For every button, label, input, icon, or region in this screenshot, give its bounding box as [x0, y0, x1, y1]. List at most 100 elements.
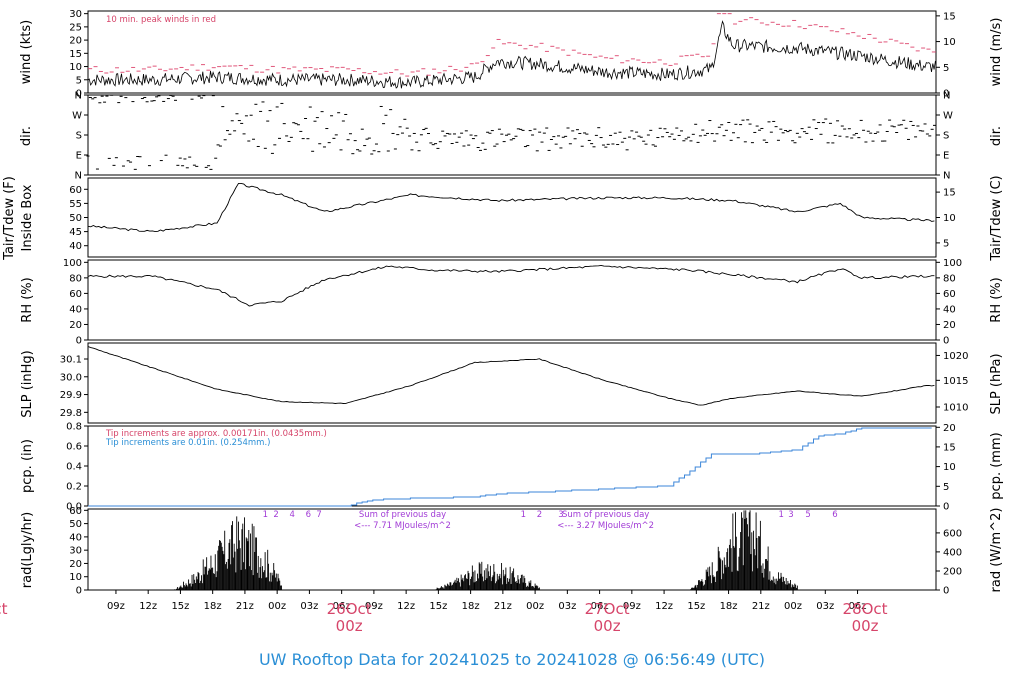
panels — [84, 10, 940, 594]
rad-left-tick-label: 20 — [69, 559, 82, 570]
pcp-left-tick-label: 0.0 — [66, 502, 82, 513]
wind-right-tick-label: 15 — [943, 11, 956, 22]
rh-right-tick-label: 20 — [943, 320, 956, 331]
pcp-right-tick-label: 15 — [943, 442, 956, 453]
rh-right-ylabel: RH (%) — [989, 277, 1004, 322]
wind-series-line — [87, 20, 936, 89]
rh-series-line — [87, 264, 935, 307]
pcp-right-tick-label: 10 — [943, 462, 956, 473]
x-tick-label: 18z — [462, 601, 480, 612]
x-tick-label: 06z — [333, 601, 351, 612]
pcp-left-tick-label: 0.4 — [66, 462, 82, 473]
wind-right-tick-label: 10 — [943, 37, 956, 48]
date-day-label: 27Oct — [585, 600, 630, 618]
wind-peak-note: 10 min. peak winds in red — [106, 15, 216, 25]
x-tick-label: 03z — [300, 601, 318, 612]
rad-left-tick-label: 0 — [76, 586, 82, 597]
x-tick-label: 03z — [816, 601, 834, 612]
wind-left-tick-label: 30 — [69, 9, 82, 20]
temp-left-tick-label: 55 — [69, 199, 82, 210]
x-tick-label: 03z — [558, 601, 576, 612]
dir-panel-frame — [87, 94, 937, 176]
slp-left-ylabel: SLP (inHg) — [20, 350, 35, 418]
rad-marker-label: 3 — [788, 510, 793, 520]
pcp-note-2: Tip increments are 0.01in. (0.254mm.) — [105, 438, 270, 448]
pcp-right-tick-label: 0 — [943, 502, 949, 513]
rad-sum-note-line2: <--- 3.27 MJoules/m^2 — [557, 521, 654, 531]
x-tick-label: 06z — [591, 601, 609, 612]
pcp-series-line — [88, 427, 932, 507]
rad-left-tick-label: 40 — [69, 532, 82, 543]
temp-right-tick-label: 15 — [943, 188, 956, 199]
pcp-note-1: Tip increments are approx. 0.00171in. (0… — [105, 429, 327, 439]
rh-left-tick-label: 40 — [69, 304, 82, 315]
rad-sum-note-line1: Sum of previous day — [562, 510, 649, 520]
slp-series-line — [87, 346, 935, 406]
wind-right-ylabel: wind (m/s) — [989, 18, 1004, 87]
temp-right-tick-label: 5 — [943, 238, 949, 249]
date-time-label: 00z — [594, 617, 621, 635]
pcp-left-tick-label: 0.6 — [66, 442, 82, 453]
rad-right-tick-label: 400 — [943, 547, 962, 558]
dir-right-tick-label: W — [943, 111, 953, 122]
pcp-right-ylabel: pcp. (mm) — [989, 432, 1004, 499]
date-time-label: 00z — [852, 617, 879, 635]
rad-marker-label: 5 — [805, 510, 810, 520]
rad-sum-note-line2: <--- 7.71 MJoules/m^2 — [354, 521, 451, 531]
rad-sum-note-line1: Sum of previous day — [359, 510, 446, 520]
slp-left-tick-label: 29.8 — [60, 408, 82, 419]
dir-right-tick-label: E — [943, 151, 949, 162]
slp-right-tick-label: 1015 — [943, 376, 968, 387]
rad-marker-label: 2 — [273, 510, 278, 520]
temp-right-tick-label: 10 — [943, 213, 956, 224]
wind-left-tick-label: 0 — [76, 89, 82, 100]
wind-left-tick-label: 20 — [69, 36, 82, 47]
x-tick-label: 21z — [236, 601, 254, 612]
rh-left-tick-label: 60 — [69, 289, 82, 300]
date-day-label: 26Oct — [327, 600, 372, 618]
x-tick-label: 00z — [526, 601, 544, 612]
slp-panel-frame — [87, 342, 937, 424]
x-tick-label: 00z — [268, 601, 286, 612]
pcp-left-ylabel: pcp. (in) — [20, 439, 35, 493]
rad-right-tick-label: 0 — [943, 586, 949, 597]
rh-right-tick-label: 0 — [943, 336, 949, 347]
rad-right-tick-label: 200 — [943, 567, 962, 578]
rad-left-tick-label: 50 — [69, 519, 82, 530]
x-tick-label: 15z — [429, 601, 447, 612]
x-tick-label: 12z — [397, 601, 415, 612]
x-tick-label: 09z — [623, 601, 641, 612]
wind-left-tick-label: 15 — [69, 49, 82, 60]
wind-left-tick-label: 10 — [69, 62, 82, 73]
dir-left-tick-label: N — [75, 171, 82, 182]
dir-right-tick-label: N — [943, 91, 950, 102]
dir-right-ylabel: dir. — [989, 126, 1004, 146]
rh-left-tick-label: 100 — [63, 258, 82, 269]
dir-left-tick-label: E — [76, 151, 82, 162]
wind-left-tick-label: 25 — [69, 22, 82, 33]
slp-left-tick-label: 30.1 — [60, 355, 82, 366]
rad-marker-label: 4 — [289, 510, 294, 520]
rh-right-tick-label: 100 — [943, 258, 962, 269]
rad-left-tick-label: 60 — [69, 506, 82, 517]
x-tick-label: 18z — [720, 601, 738, 612]
temp-left-tick-label: 50 — [69, 213, 82, 224]
rad-marker-label: 3 — [558, 510, 563, 520]
rh-right-tick-label: 80 — [943, 273, 956, 284]
temp-panel-frame — [87, 177, 937, 258]
slp-left-tick-label: 29.9 — [60, 390, 82, 401]
temp-left-ylabel-2: Inside Box — [20, 184, 35, 251]
temp-series-line — [87, 182, 935, 233]
wind-right-tick-label: 5 — [943, 63, 949, 74]
rh-left-tick-label: 0 — [76, 336, 82, 347]
pcp-right-tick-label: 5 — [943, 482, 949, 493]
rh-left-tick-label: 20 — [69, 320, 82, 331]
rad-marker-label: 1 — [521, 510, 526, 520]
slp-left-tick-label: 30.0 — [60, 372, 82, 383]
rad-right-tick-label: 600 — [943, 528, 962, 539]
pcp-left-tick-label: 0.8 — [66, 422, 82, 433]
data-layer — [86, 13, 936, 590]
rh-panel-frame — [87, 259, 937, 341]
dir-right-tick-label: N — [943, 171, 950, 182]
